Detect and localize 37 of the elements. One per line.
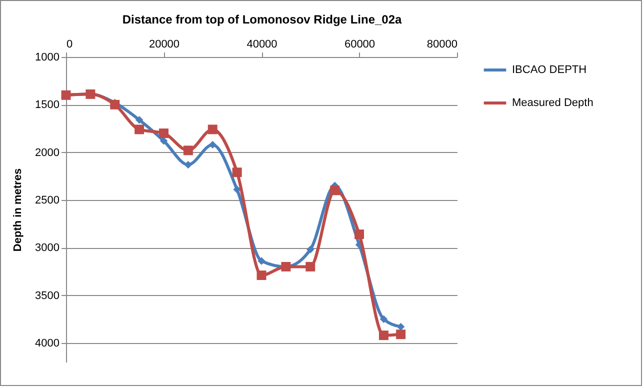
point: [110, 100, 120, 110]
point: [396, 322, 405, 331]
x-tick-label: 60000: [344, 38, 376, 50]
y-tick-label: 1000: [35, 52, 60, 64]
point: [396, 330, 406, 340]
point: [378, 330, 388, 340]
point: [380, 315, 388, 323]
point: [330, 186, 340, 196]
x-tick-label: 40000: [246, 38, 278, 50]
point: [233, 186, 241, 194]
y-tick-label: 2000: [35, 146, 60, 159]
x-axis-title: Distance from top of Lomonosov Ridge Line_02a: [122, 12, 402, 26]
y-axis-title: Depth in metres: [12, 168, 24, 252]
x-tick-label: 80000: [426, 38, 458, 50]
point: [159, 128, 168, 138]
point: [160, 137, 168, 145]
point: [183, 146, 193, 156]
point: [208, 140, 216, 149]
point: [306, 262, 316, 272]
legend-label: IBCAO DEPTH: [512, 64, 587, 76]
y-tick-label: 2500: [35, 194, 60, 206]
point: [258, 257, 266, 265]
point: [208, 124, 218, 134]
x-tick-label: 20000: [148, 38, 180, 50]
y-tick-label: 3000: [35, 242, 60, 254]
y-tick-label: 1500: [35, 99, 60, 112]
point: [135, 116, 144, 124]
point: [184, 160, 192, 169]
legend-label: Measured Depth: [512, 97, 594, 109]
point: [354, 230, 364, 240]
x-tick-label: 0: [66, 38, 73, 50]
point: [232, 168, 242, 178]
y-tick-label: 3500: [35, 290, 60, 302]
point: [256, 270, 266, 280]
y-tick-label: 4000: [35, 337, 60, 350]
point: [134, 124, 144, 134]
point: [306, 246, 314, 254]
